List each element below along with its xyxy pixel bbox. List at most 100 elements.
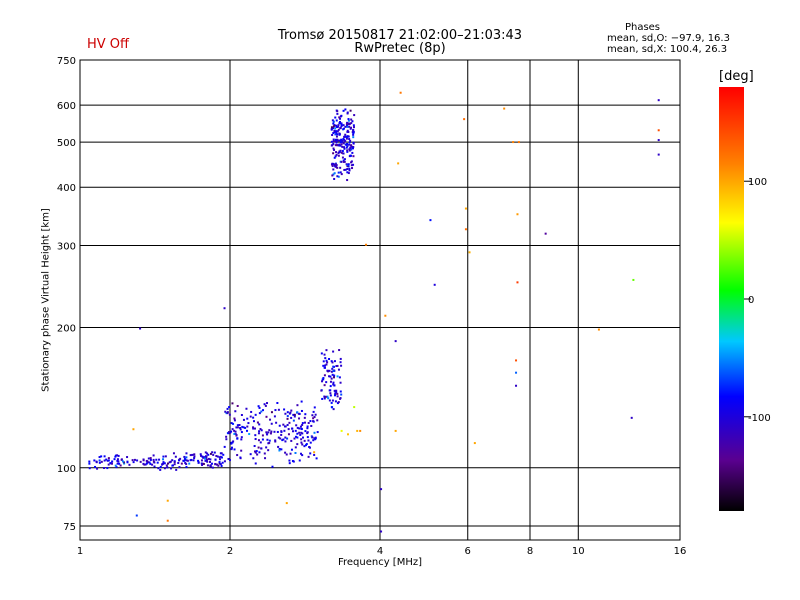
- data-point-o: [347, 172, 350, 175]
- data-point-o: [332, 125, 335, 128]
- data-point-o: [331, 399, 334, 402]
- x-tick-label: 2: [227, 546, 233, 557]
- data-point-o: [143, 463, 146, 466]
- data-point-o: [185, 463, 188, 466]
- data-point-o: [246, 429, 249, 432]
- data-point-o: [267, 431, 270, 434]
- data-point-o: [282, 438, 285, 441]
- data-point-o: [344, 143, 347, 146]
- data-point-o: [278, 424, 281, 427]
- data-point-o: [335, 135, 338, 138]
- data-point-o: [346, 145, 349, 148]
- data-point-o: [332, 370, 335, 373]
- data-point-o: [325, 363, 328, 366]
- data-point-o: [142, 458, 145, 461]
- data-point-o: [152, 454, 155, 457]
- data-point-o: [230, 430, 233, 433]
- data-point-o: [240, 431, 243, 434]
- data-point-o: [331, 361, 334, 364]
- data-point-o: [120, 458, 123, 461]
- data-point-o: [340, 114, 343, 117]
- data-point-o: [335, 130, 338, 133]
- data-point-x: [340, 429, 343, 432]
- y-axis-ticks: 75 100 200 300 400 500 600 750: [57, 56, 76, 533]
- data-point-o: [333, 177, 336, 180]
- data-point-o: [332, 132, 335, 135]
- data-point-o: [315, 457, 318, 460]
- data-point-o: [333, 148, 336, 151]
- data-point-x: [515, 359, 518, 362]
- data-point-o: [199, 453, 202, 456]
- data-point-o: [333, 156, 336, 159]
- data-point-o: [336, 392, 339, 395]
- data-point-o: [352, 163, 355, 166]
- data-point-o: [162, 461, 165, 464]
- data-point-o: [339, 390, 342, 393]
- data-point-x: [468, 251, 471, 254]
- data-point-o: [347, 130, 350, 133]
- data-point-o: [305, 443, 308, 446]
- data-point-o: [258, 412, 261, 415]
- data-point-o: [352, 124, 355, 127]
- data-point-o: [332, 127, 335, 130]
- data-point-o: [336, 133, 339, 136]
- y-tick-label: 300: [57, 241, 76, 252]
- data-point-o: [113, 458, 116, 461]
- data-point-o: [260, 429, 263, 432]
- data-points: [88, 91, 660, 533]
- data-point-o: [247, 422, 250, 425]
- data-point-o: [336, 395, 339, 398]
- data-point-o: [233, 417, 236, 420]
- data-point-o: [332, 365, 335, 368]
- y-tick-label: 75: [63, 522, 76, 533]
- data-point-o: [158, 458, 161, 461]
- data-point-o: [288, 462, 291, 465]
- data-point-o: [338, 120, 341, 123]
- data-point-o: [328, 357, 331, 360]
- data-point-o: [261, 438, 264, 441]
- data-point-o: [188, 462, 191, 465]
- data-point-o: [340, 393, 343, 396]
- data-point-o: [328, 369, 331, 372]
- data-point-o: [338, 144, 341, 147]
- data-point-o: [151, 463, 154, 466]
- data-point-o: [349, 139, 352, 142]
- data-point-o: [337, 401, 340, 404]
- data-point-o: [332, 147, 335, 150]
- data-point-o: [208, 460, 211, 463]
- x-tick-label: 6: [465, 546, 471, 557]
- data-point-o: [114, 455, 117, 458]
- data-point-o: [221, 461, 224, 464]
- data-point-o: [294, 452, 297, 455]
- data-point-o: [239, 428, 242, 431]
- data-point-o: [146, 460, 149, 463]
- data-point-o: [149, 458, 152, 461]
- data-point-x: [516, 281, 519, 284]
- data-point-o: [268, 439, 271, 442]
- data-point-o: [306, 436, 309, 439]
- data-point-o: [274, 439, 277, 442]
- data-point-o: [296, 426, 299, 429]
- data-point-o: [100, 455, 103, 458]
- data-point-o: [350, 164, 353, 167]
- data-point-o: [351, 147, 354, 150]
- data-point-o: [346, 121, 349, 124]
- data-point-o: [175, 468, 178, 471]
- data-point-o: [290, 409, 293, 412]
- data-point-o: [302, 436, 305, 439]
- data-point-o: [286, 417, 289, 420]
- data-point-o: [116, 462, 119, 465]
- data-point-o: [346, 129, 349, 132]
- data-point-o: [220, 456, 223, 459]
- data-point-o: [335, 153, 338, 156]
- data-point-o: [349, 146, 352, 149]
- data-point-o: [296, 436, 299, 439]
- data-point-o: [148, 461, 151, 464]
- data-point-o: [344, 125, 347, 128]
- data-point-o: [349, 127, 352, 130]
- data-point-o: [183, 457, 186, 460]
- data-point-o: [167, 462, 170, 465]
- data-point-o: [107, 457, 110, 460]
- data-point-o: [229, 431, 232, 434]
- y-tick-label: 200: [57, 324, 76, 335]
